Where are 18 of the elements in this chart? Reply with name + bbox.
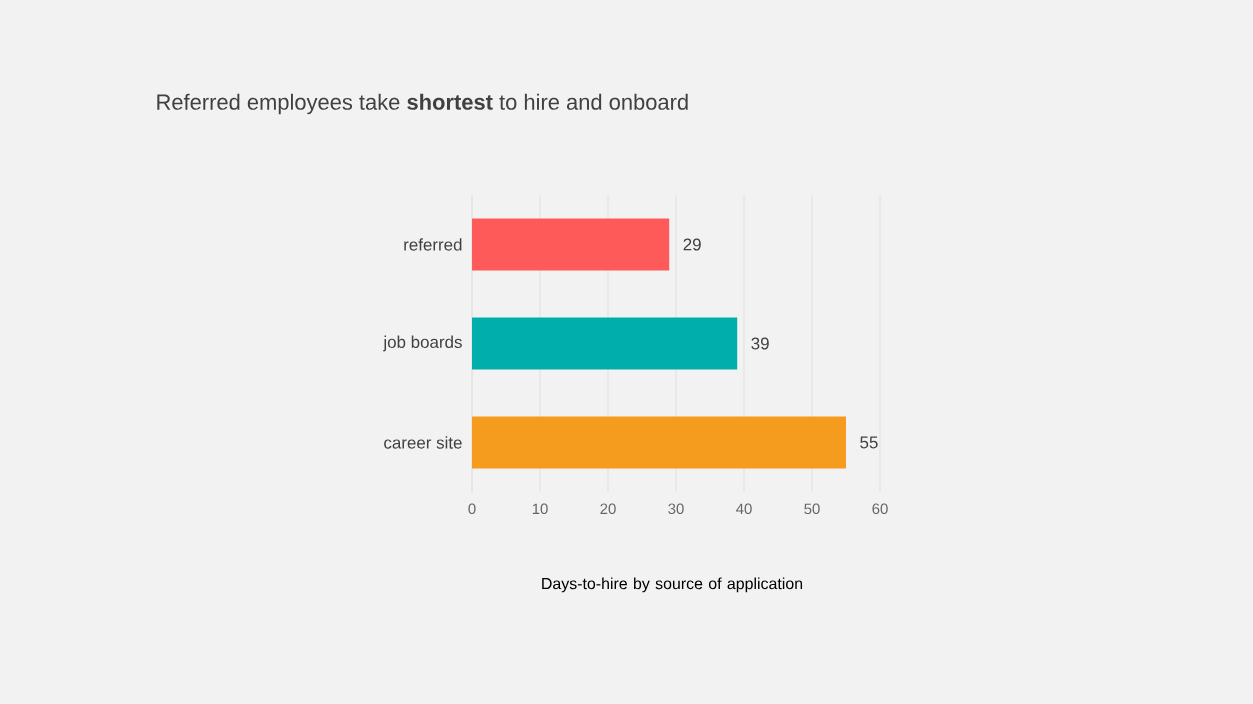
x-tick-label: 30 — [668, 503, 684, 515]
x-axis-title: Days-to-hire by source of application — [542, 577, 803, 593]
bar — [472, 416, 847, 469]
x-tick-label: 10 — [532, 503, 548, 515]
bar — [472, 218, 670, 271]
x-tick-label: 20 — [600, 503, 616, 515]
data-label: 29 — [683, 238, 701, 251]
bar — [472, 317, 738, 370]
x-tick-label: 60 — [872, 503, 888, 515]
y-tick-label: job boards — [382, 335, 462, 352]
y-tick-label: referred — [404, 238, 462, 251]
data-label: 39 — [751, 337, 769, 350]
chart-title: Referred employees take shortest to hire and onboard — [157, 93, 688, 115]
y-tick-label: career site — [384, 436, 462, 449]
x-tick-label: 50 — [804, 503, 820, 515]
x-tick-label: 40 — [736, 503, 752, 515]
x-tick-label: 0 — [468, 503, 476, 515]
data-label: 55 — [860, 436, 878, 449]
